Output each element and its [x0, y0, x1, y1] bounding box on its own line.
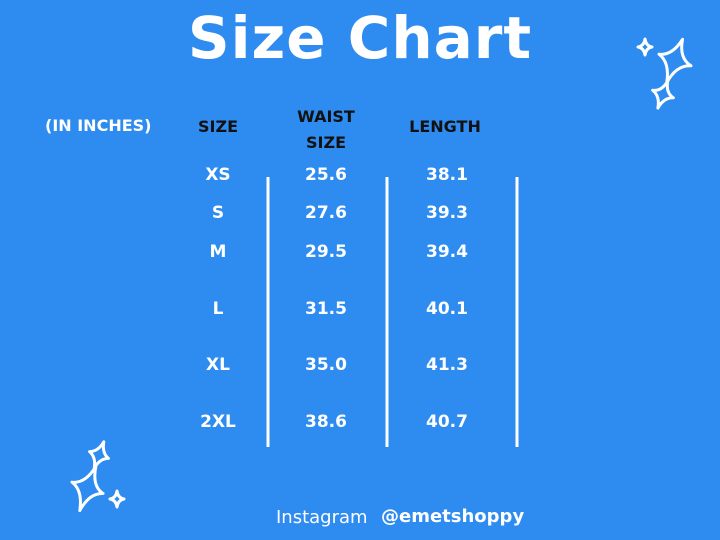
table-cell: 38.1 — [426, 165, 468, 185]
footer-handle: @emetshoppy — [381, 506, 525, 527]
sparkle — [651, 79, 675, 110]
table-cell: 39.4 — [426, 242, 468, 262]
table-cell: XS — [205, 165, 231, 185]
sparkle — [636, 37, 654, 57]
sparkle — [70, 464, 105, 513]
unit-note: (IN INCHES) — [45, 116, 152, 135]
table-cell: 39.3 — [426, 203, 468, 223]
table-cell: 40.7 — [426, 412, 468, 432]
table-cell: S — [211, 203, 225, 223]
table-cell: 38.6 — [305, 412, 347, 432]
table-cell: L — [212, 299, 224, 319]
title: Size Chart — [187, 4, 533, 72]
table-cell: 31.5 — [305, 299, 347, 319]
column-header: LENGTH — [409, 117, 481, 136]
table-cell: 29.5 — [305, 242, 347, 262]
footer-label: Instagram — [276, 507, 368, 528]
sparkle — [88, 440, 110, 470]
table-cell: 40.1 — [426, 299, 468, 319]
column-header: SIZE — [197, 117, 238, 136]
sparkle — [108, 489, 126, 509]
table-cell: 25.6 — [305, 165, 347, 185]
table-cell: 35.0 — [305, 355, 347, 375]
table-cell: 41.3 — [426, 355, 468, 375]
column-header: WAIST SIZE — [297, 107, 355, 152]
table-cell: XL — [206, 355, 230, 375]
table-cell: 27.6 — [305, 203, 347, 223]
table-cell: M — [209, 242, 227, 262]
table-cell: 2XL — [200, 412, 236, 432]
